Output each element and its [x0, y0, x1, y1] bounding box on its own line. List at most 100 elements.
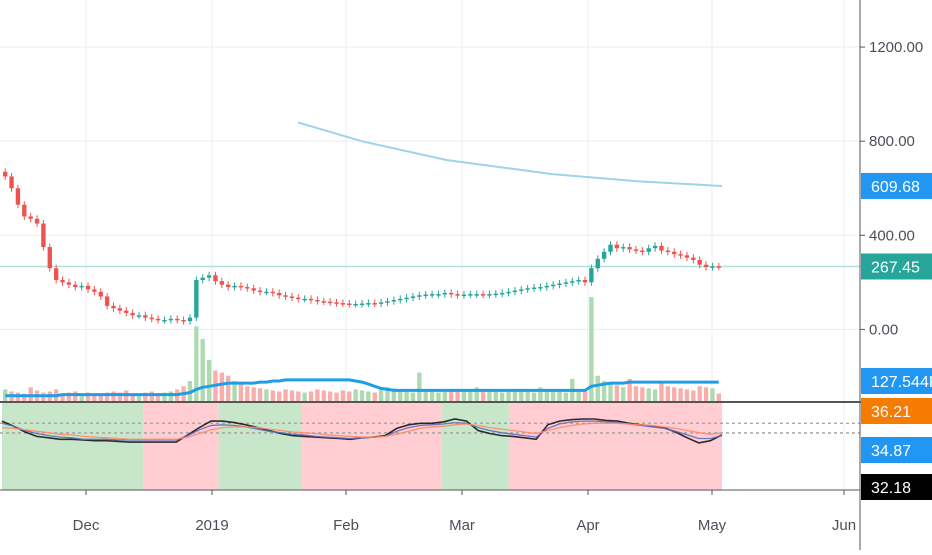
volume-bar: [474, 387, 479, 402]
volume-bar: [506, 391, 511, 402]
volume-bar: [684, 389, 690, 402]
ma-value-label-bg: [861, 172, 932, 199]
candle-body: [149, 317, 154, 320]
candle-body: [66, 282, 72, 285]
candle-body: [410, 296, 416, 298]
candle-body: [582, 280, 588, 283]
osc-label-orange-bg: [861, 398, 932, 424]
candle-body: [570, 281, 575, 283]
volume-bar: [111, 391, 116, 402]
osc-label-blue: 34.87: [871, 443, 911, 460]
candle-body: [9, 176, 14, 189]
osc-label-orange: 36.21: [871, 404, 911, 421]
candle-body: [659, 245, 664, 251]
candle-body: [168, 318, 174, 321]
volume-bar: [436, 392, 441, 402]
volume-bar: [73, 391, 78, 402]
volume-bar: [124, 390, 129, 402]
candle-body: [206, 275, 212, 278]
volume-bar: [404, 391, 409, 402]
osc-zone: [301, 403, 442, 490]
volume-bar: [276, 391, 282, 402]
volume-bar: [264, 389, 269, 402]
volume-bar: [449, 391, 454, 402]
candle-body: [442, 292, 448, 295]
ma-value-label: 609.68: [871, 179, 920, 196]
y-tick-label: 0.00: [869, 321, 898, 338]
candle-body: [436, 294, 441, 296]
volume-bar: [321, 390, 326, 402]
volume-bar: [665, 386, 671, 402]
osc-series-line: [1, 422, 723, 440]
candle-body: [544, 285, 549, 288]
volume-bar: [455, 389, 460, 402]
volume-bar: [104, 392, 110, 402]
volume-bar: [557, 391, 562, 402]
candle-body: [589, 268, 594, 283]
volume-bar: [410, 392, 416, 402]
candle-body: [340, 303, 346, 305]
candle-body: [276, 292, 282, 296]
volume-bar: [98, 393, 103, 402]
candle-body: [563, 282, 569, 284]
volume-bar: [359, 390, 365, 402]
candle-body: [41, 223, 46, 248]
candle-body: [550, 284, 556, 287]
candle-body: [327, 301, 333, 304]
candle-body: [175, 318, 180, 321]
x-tick-label: Apr: [576, 517, 599, 534]
volume-bar: [155, 393, 161, 402]
candle-body: [232, 285, 237, 288]
candle-body: [194, 280, 199, 318]
volume-bar: [3, 389, 8, 402]
candle-body: [315, 300, 320, 302]
candle-body: [47, 247, 52, 269]
ma-line: [297, 121, 723, 187]
candle-body: [652, 245, 658, 249]
x-tick-label: 2019: [195, 517, 228, 534]
candle-body: [226, 284, 231, 288]
candle-body: [531, 287, 537, 290]
volume-bar: [143, 392, 148, 402]
volume-bar: [582, 391, 588, 402]
volume-bar: [531, 392, 537, 402]
volume-bar: [429, 391, 435, 402]
volume-bar: [672, 387, 677, 402]
candle-body: [691, 257, 696, 260]
candle-body: [111, 305, 116, 309]
candle-body: [474, 294, 479, 296]
candle-body: [487, 294, 492, 296]
candle-body: [621, 247, 626, 249]
candle-body: [200, 277, 205, 280]
candle-body: [308, 298, 314, 301]
candle-body: [455, 294, 460, 296]
volume-bar: [678, 388, 683, 402]
volume-bar: [646, 388, 651, 402]
candle-body: [213, 275, 218, 282]
candle-body: [366, 303, 371, 305]
candle-body: [404, 297, 409, 300]
candle-body: [219, 281, 225, 285]
osc-zone: [441, 403, 509, 490]
candle-body: [187, 317, 193, 322]
volume-bar: [162, 392, 167, 402]
candle-body: [353, 304, 358, 306]
candle-body: [143, 315, 148, 318]
candle-body: [15, 188, 21, 205]
volume-bar: [417, 372, 422, 402]
candle-body: [423, 294, 428, 297]
candle-body: [519, 289, 524, 291]
candle-body: [104, 296, 110, 306]
candle-body: [245, 287, 250, 289]
candle-body: [334, 302, 339, 304]
candle-body: [155, 318, 161, 321]
volume-bar: [66, 392, 72, 402]
candle-body: [716, 266, 721, 268]
volume-bar: [614, 385, 620, 402]
candle-body: [98, 291, 103, 297]
volume-bar: [589, 297, 594, 402]
volume-bar: [480, 389, 486, 402]
candle-body: [538, 287, 543, 289]
candle-body: [302, 298, 307, 301]
